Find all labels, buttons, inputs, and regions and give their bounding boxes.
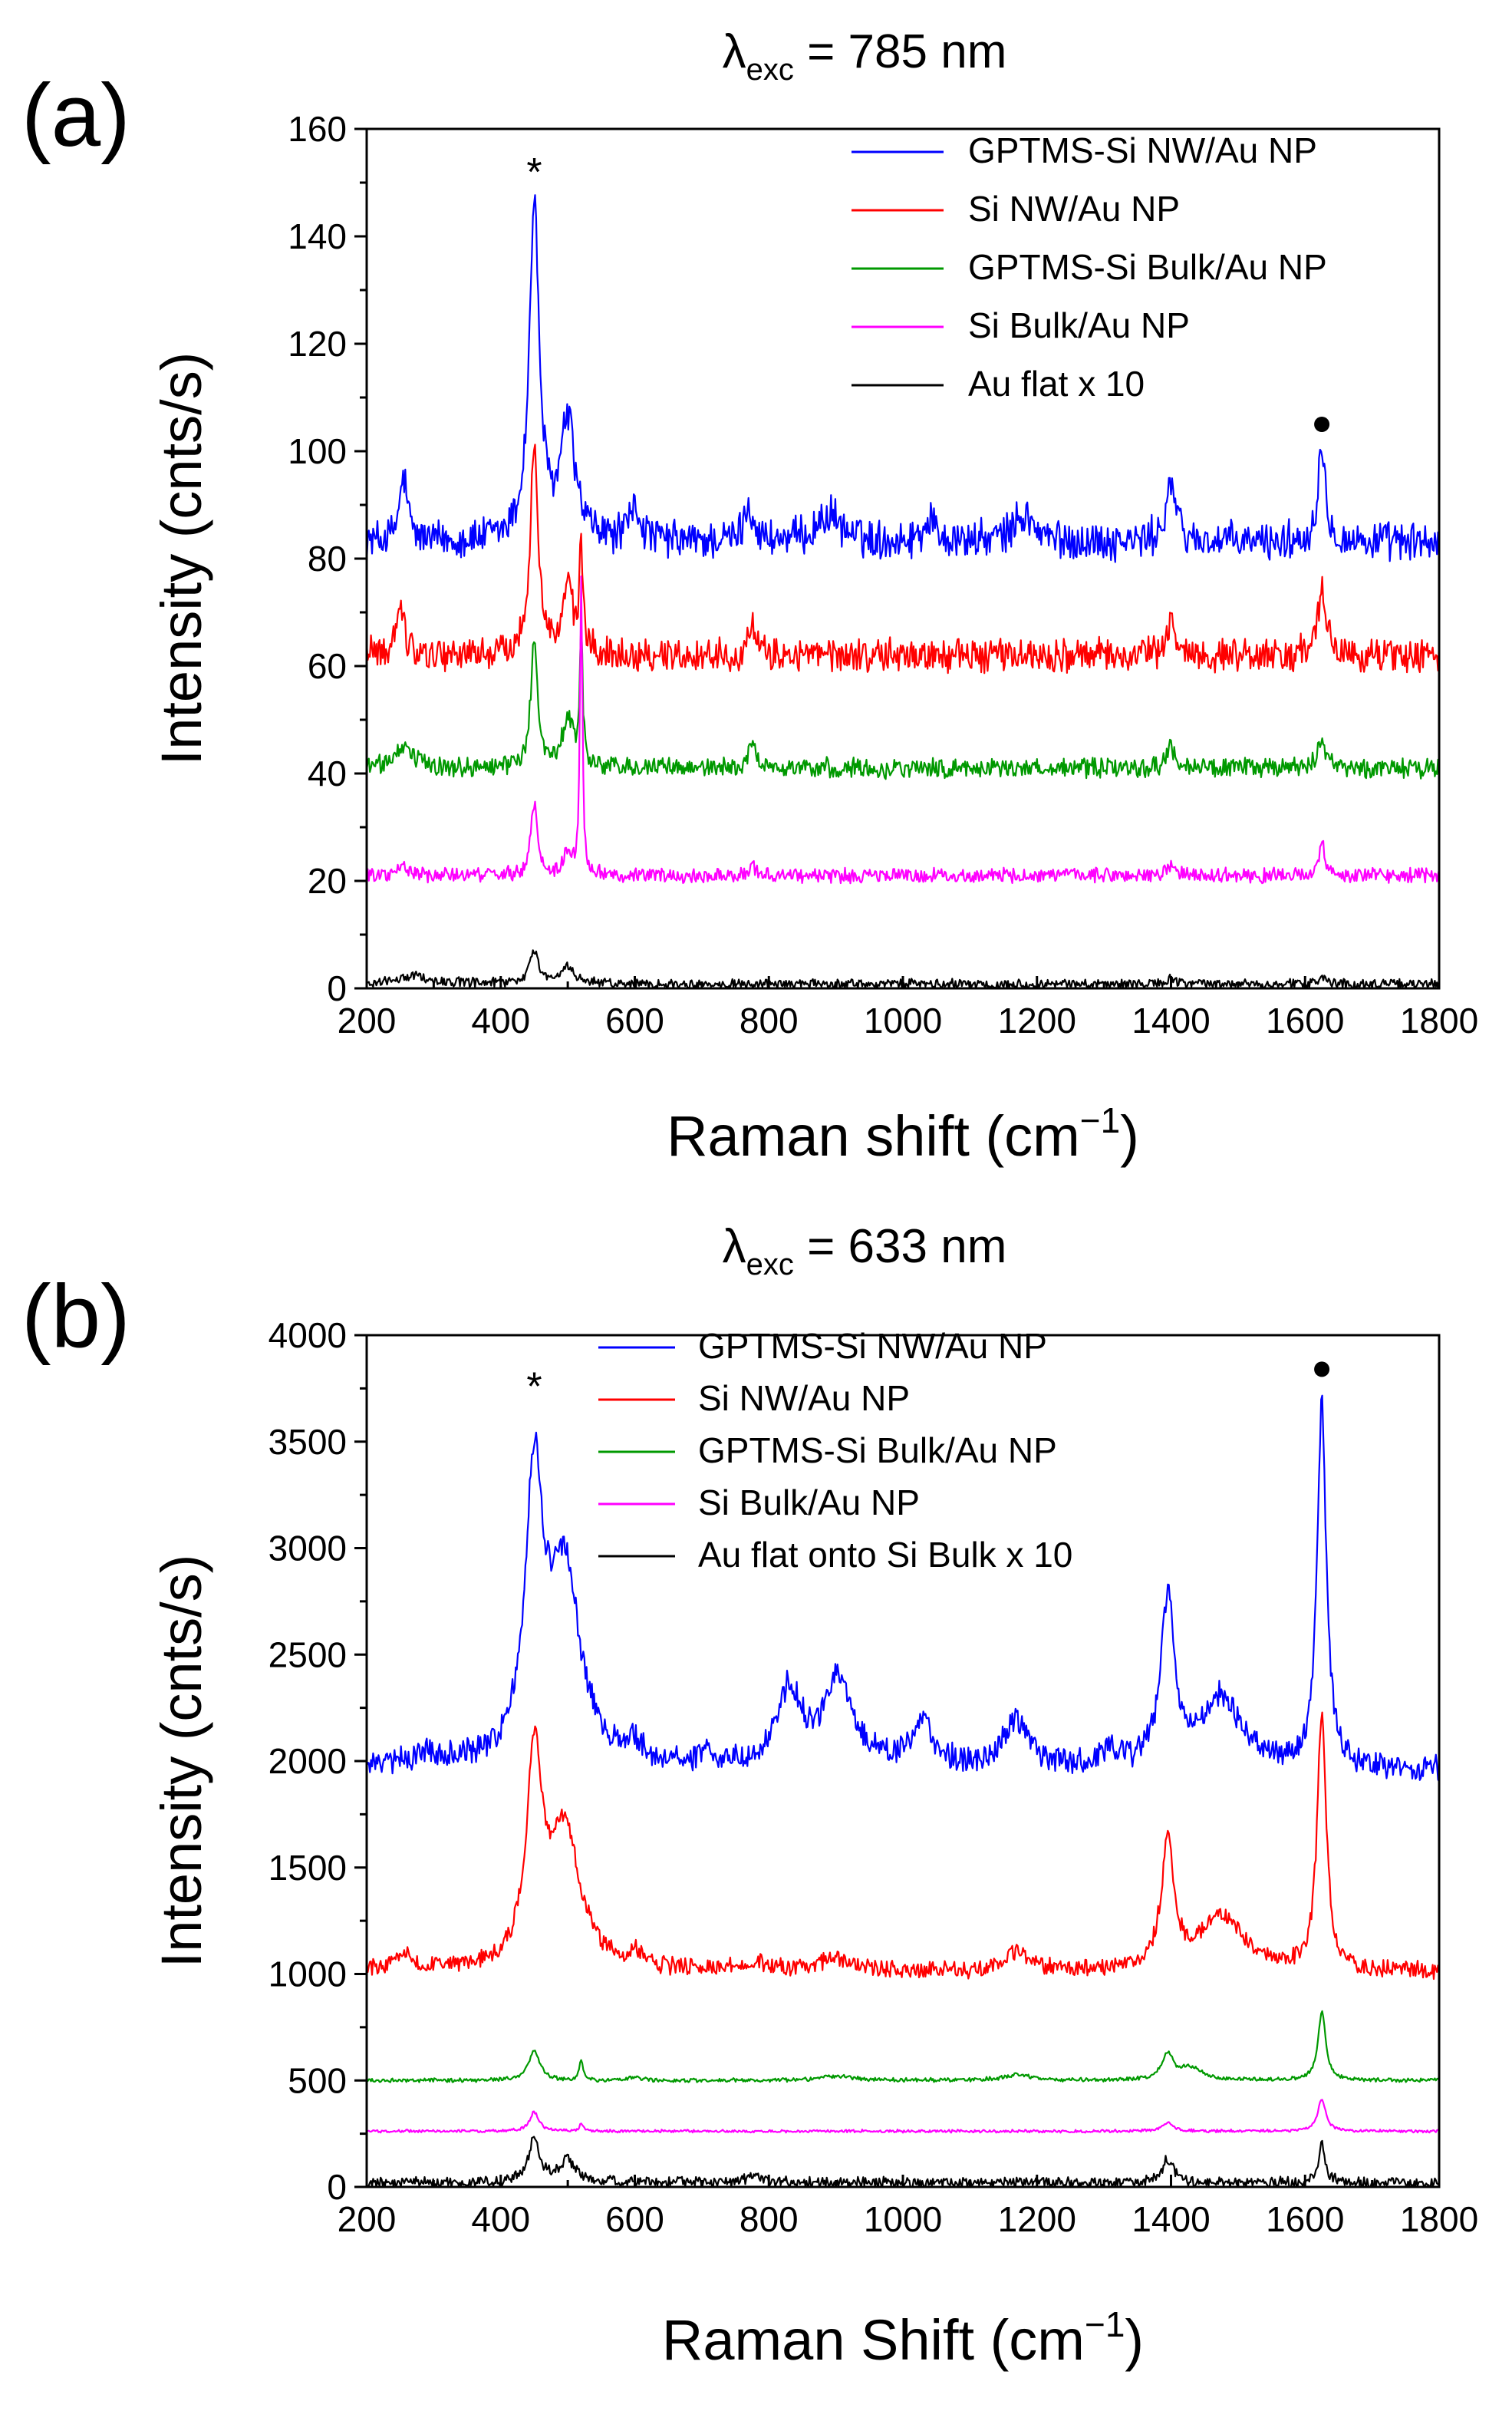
peak-marker-star: * (526, 1365, 542, 1410)
legend-label: GPTMS-Si Bulk/Au NP (968, 247, 1327, 287)
x-tick-label: 800 (740, 2199, 799, 2239)
legend-label: Si Bulk/Au NP (698, 1483, 920, 1522)
series-line-1 (365, 1711, 1441, 1981)
y-tick-label: 3500 (268, 1422, 347, 1462)
panel-a-chart: 200 400 600 800 1000 1200 1400 1600 1800 0 20 40 60 8… (21, 25, 1478, 1168)
y-tick-label: 80 (308, 539, 347, 579)
x-tick-label: 1600 (1266, 1001, 1344, 1041)
peak-marker-star: * (526, 150, 542, 195)
series-line-2 (365, 621, 1441, 780)
x-tick-label: 1600 (1266, 2199, 1344, 2239)
series-line-3 (366, 2099, 1440, 2134)
legend-label: Au flat onto Si Bulk x 10 (698, 1535, 1072, 1575)
x-tick-label: 200 (338, 2199, 397, 2239)
y-tick-label: 140 (288, 216, 347, 256)
y-tick-label: 20 (308, 861, 347, 901)
series-line-0 (365, 1394, 1440, 1783)
x-tick-label: 400 (471, 2199, 530, 2239)
x-tick-label: 1200 (998, 1001, 1076, 1041)
x-tick-label: 1800 (1400, 1001, 1478, 1041)
y-tick-label: 120 (288, 324, 347, 364)
x-tick-label: 600 (605, 2199, 664, 2239)
x-tick-label: 600 (605, 1001, 664, 1041)
legend-label: Au flat x 10 (968, 364, 1145, 404)
x-tick-label: 1800 (1400, 2199, 1478, 2239)
y-tick-label: 4000 (268, 1315, 347, 1355)
y-tick-label: 160 (288, 109, 347, 149)
y-tick-label: 2500 (268, 1634, 347, 1674)
x-tick-label: 200 (338, 1001, 397, 1041)
y-tick-label: 1000 (268, 1954, 347, 1994)
panel-title: λexc = 633 nm (723, 1220, 1007, 1281)
panel-title: λexc = 785 nm (723, 25, 1007, 87)
x-tick-label: 800 (740, 1001, 799, 1041)
peak-marker-dot (1314, 417, 1330, 432)
x-axis-title: Raman Shift (cm−1) (662, 2304, 1144, 2372)
x-axis-title: Raman shift (cm−1) (667, 1100, 1139, 1168)
x-tick-label: 1000 (864, 1001, 942, 1041)
y-tick-label: 2000 (268, 1741, 347, 1781)
series-line-3 (365, 575, 1441, 885)
y-tick-label: 100 (288, 431, 347, 471)
legend-label: GPTMS-Si NW/Au NP (698, 1326, 1047, 1366)
panel-letter: (b) (21, 1266, 130, 1366)
legend-label: Si Bulk/Au NP (968, 305, 1190, 345)
x-tick-label: 1000 (864, 2199, 942, 2239)
y-tick-label: 40 (308, 754, 347, 793)
legend-label: GPTMS-Si NW/Au NP (968, 130, 1317, 170)
x-tick-label: 400 (471, 1001, 530, 1041)
x-tick-label: 1400 (1132, 1001, 1210, 1041)
y-tick-label: 3000 (268, 1529, 347, 1568)
x-tick-label: 1400 (1132, 2199, 1210, 2239)
legend-label: GPTMS-Si Bulk/Au NP (698, 1430, 1057, 1470)
y-tick-label: 0 (327, 2167, 347, 2207)
series-line-1 (365, 444, 1441, 674)
y-tick-label: 0 (327, 968, 347, 1008)
y-axis-title: Intensity (cnts/s) (150, 352, 213, 766)
y-tick-label: 60 (308, 646, 347, 686)
panel-letter: (a) (21, 65, 130, 165)
x-tick-label: 1200 (998, 2199, 1076, 2239)
series-line-2 (366, 2010, 1440, 2083)
peak-marker-dot (1314, 1361, 1330, 1377)
panel-b-chart: 200 400 600 800 1000 1200 1400 1600 1800 0 500 1000… (21, 1220, 1478, 2372)
y-tick-label: 500 (288, 2060, 347, 2100)
y-tick-label: 1500 (268, 1848, 347, 1888)
legend-label: Si NW/Au NP (968, 189, 1180, 229)
series-line-0 (365, 194, 1441, 563)
y-axis-title: Intensity (cnts/s) (150, 1555, 213, 1968)
legend-label: Si NW/Au NP (698, 1378, 910, 1418)
